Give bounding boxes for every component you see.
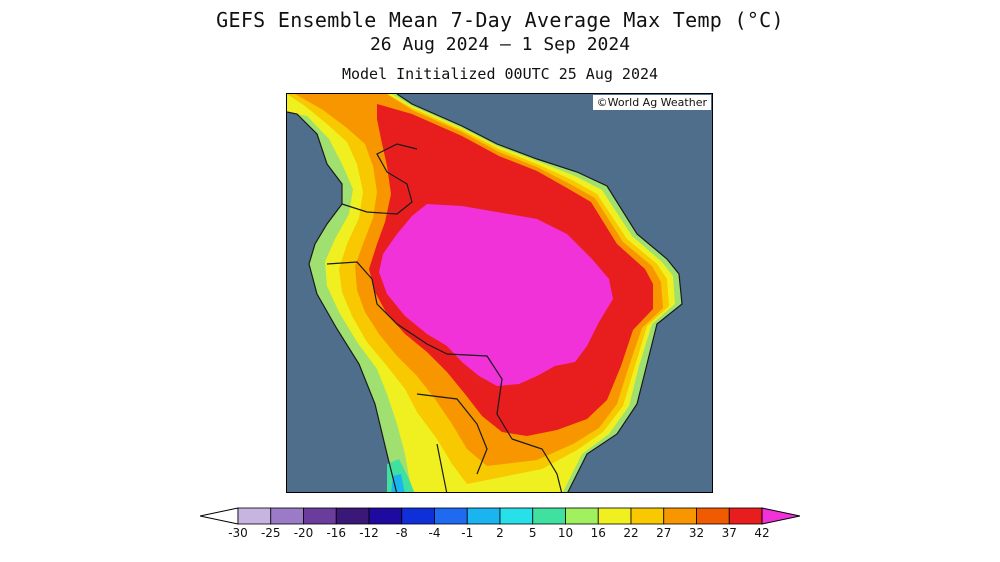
colorbar-swatch xyxy=(630,507,665,525)
colorbar-tick-label: 32 xyxy=(688,526,705,540)
date-range: 26 Aug 2024 – 1 Sep 2024 xyxy=(369,34,631,55)
colorbar-tick-label: -16 xyxy=(326,526,347,540)
colorbar xyxy=(200,507,800,525)
colorbar-swatch xyxy=(368,507,403,525)
map-title: GEFS Ensemble Mean 7-Day Average Max Tem… xyxy=(216,8,784,32)
colorbar-tick-label: 42 xyxy=(754,526,770,540)
colorbar-arrow-right xyxy=(761,507,800,525)
colorbar-tick-label: 22 xyxy=(623,526,639,540)
country-borders xyxy=(287,94,683,492)
colorbar-swatch xyxy=(270,507,304,525)
colorbar-arrow-left xyxy=(200,507,239,525)
temperature-map: ©World Ag Weather xyxy=(286,93,713,493)
colorbar-swatch xyxy=(335,507,370,525)
colorbar-tick-label: -25 xyxy=(260,526,281,540)
zone-south-cyan xyxy=(391,474,405,492)
colorbar-tick-label: -12 xyxy=(359,526,379,540)
credit-label: ©World Ag Weather xyxy=(592,95,711,110)
colorbar-tick-label: 27 xyxy=(656,526,672,540)
south-america-map xyxy=(287,94,712,492)
colorbar-tick-label: 10 xyxy=(557,526,574,540)
colorbar-swatch xyxy=(499,507,534,525)
colorbar-tick-label: -8 xyxy=(395,526,408,540)
colorbar-swatch xyxy=(597,507,632,525)
colorbar-swatch xyxy=(728,507,763,525)
colorbar-tick-label: -20 xyxy=(293,526,314,540)
colorbar-swatch xyxy=(237,507,272,525)
colorbar-tick-label: 37 xyxy=(721,526,737,540)
colorbar-swatch xyxy=(663,507,697,525)
colorbar-swatch xyxy=(401,507,435,525)
colorbar-tick-label: -1 xyxy=(461,526,474,540)
colorbar-swatch xyxy=(696,507,730,525)
colorbar-tick-label: 16 xyxy=(590,526,606,540)
colorbar-tick-label: -30 xyxy=(228,526,248,540)
colorbar-swatch xyxy=(466,507,501,525)
colorbar-tick-label: 2 xyxy=(496,526,504,540)
colorbar-swatch xyxy=(303,507,337,525)
colorbar-swatch xyxy=(434,507,468,525)
colorbar-swatch xyxy=(532,507,566,525)
colorbar-tick-label: 5 xyxy=(528,526,537,540)
zone-42 xyxy=(379,204,613,386)
model-init-label: Model Initialized 00UTC 25 Aug 2024 xyxy=(341,65,659,83)
colorbar-tick-label: -4 xyxy=(428,526,441,540)
colorbar-swatch xyxy=(565,507,599,525)
